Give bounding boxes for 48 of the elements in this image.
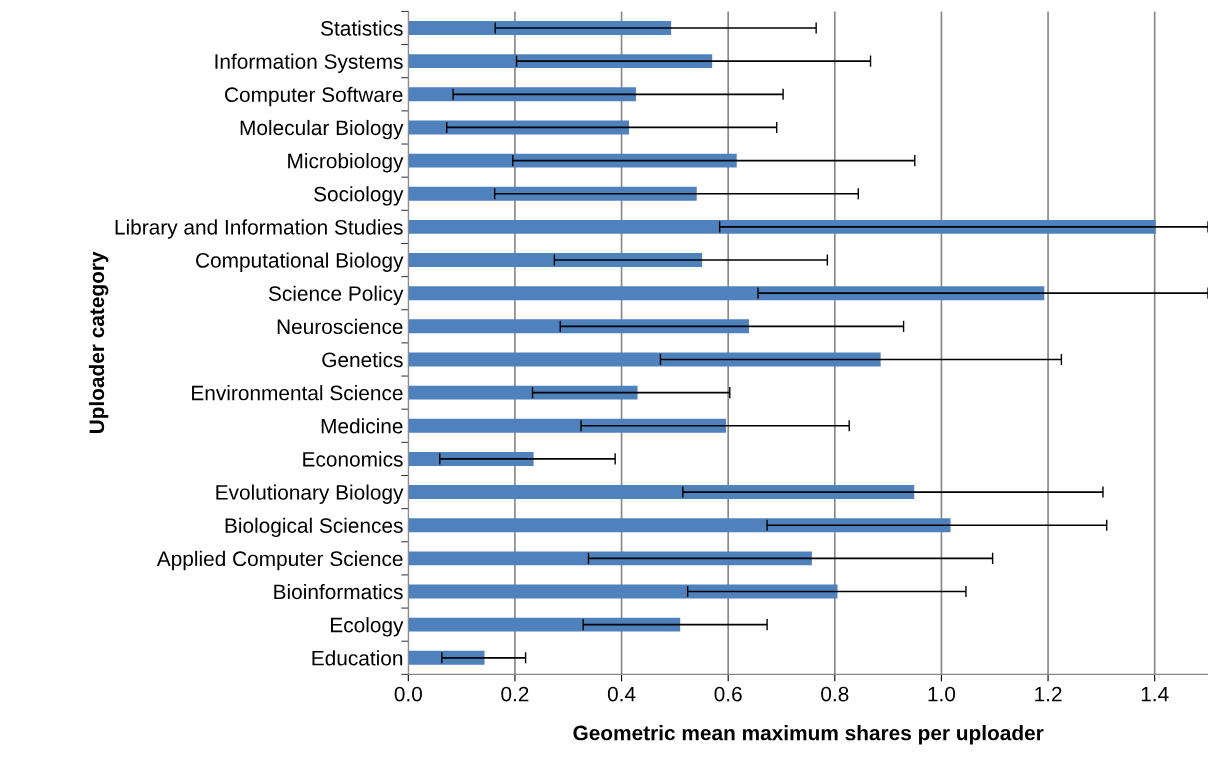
x-tick-label: 1.4	[1141, 686, 1169, 702]
y-tick-label: Ecology	[331, 617, 404, 637]
y-tick-label: Computer Software	[225, 86, 403, 107]
y-tick-label: Environmental Science	[192, 385, 403, 401]
bar	[408, 617, 681, 632]
y-tick-label: Molecular Biology	[240, 119, 404, 140]
y-tick-label: Medicine	[321, 418, 403, 434]
y-tick-label: Library and Information Studies	[115, 219, 403, 239]
bar	[408, 650, 485, 665]
x-tick-label: 0.2	[501, 686, 529, 702]
x-tick-label: 1.0	[928, 686, 956, 702]
y-tick-label: Information Systems	[215, 53, 403, 74]
bar	[408, 418, 727, 433]
x-tick-label: 0.8	[821, 686, 849, 702]
x-tick-label: 0.4	[607, 686, 636, 702]
x-axis-title: Geometric mean maximum shares per uploader	[573, 725, 1044, 745]
y-tick-label: Genetics	[322, 351, 403, 368]
y-axis-title: Uploader category	[88, 251, 109, 434]
bar	[408, 584, 838, 599]
x-tick-label: 0.6	[714, 686, 742, 702]
y-tick-label: Bioinformatics	[274, 583, 403, 600]
y-tick-label: Neuroscience	[277, 318, 403, 335]
y-tick-label: Evolutionary Biology	[216, 484, 404, 504]
y-tick-label: Microbiology	[288, 153, 404, 173]
y-tick-label: Science Policy	[268, 285, 404, 306]
bar	[408, 485, 915, 500]
y-tick-label: Computational Biology	[196, 252, 404, 272]
x-tick-label: 0.0	[394, 686, 422, 702]
bar	[408, 352, 881, 367]
bar	[408, 186, 697, 201]
bar	[408, 253, 703, 267]
bar	[408, 21, 672, 35]
y-tick-label: Applied Computer Science	[156, 550, 403, 571]
bar	[408, 551, 812, 566]
x-tick-label: 1.2	[1035, 686, 1062, 702]
bar	[408, 319, 749, 334]
y-tick-label: Sociology	[314, 186, 404, 206]
bar	[408, 120, 630, 135]
bar	[408, 518, 951, 533]
bar	[408, 54, 713, 69]
y-tick-label: Statistics	[321, 20, 403, 36]
bar	[408, 153, 737, 168]
bar	[408, 286, 1045, 301]
bar	[408, 385, 638, 400]
bar	[408, 219, 1156, 234]
y-tick-label: Education	[312, 650, 403, 666]
y-tick-label: Economics	[303, 451, 403, 467]
y-tick-label: Biological Sciences	[225, 517, 403, 538]
